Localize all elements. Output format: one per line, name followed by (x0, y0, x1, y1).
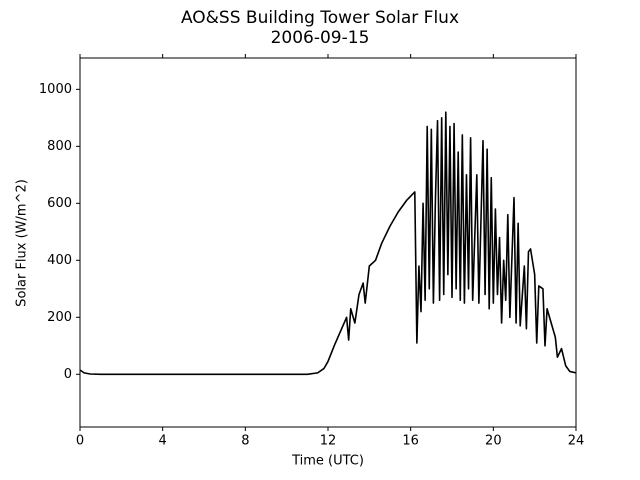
chart-title: AO&SS Building Tower Solar Flux (181, 8, 459, 28)
x-tick-label: 0 (76, 434, 84, 449)
y-tick-label: 1000 (39, 82, 72, 97)
x-tick-label: 16 (402, 434, 419, 449)
y-tick-label: 0 (64, 367, 72, 382)
y-tick-label: 800 (47, 139, 72, 154)
x-tick-label: 24 (568, 434, 585, 449)
y-tick-label: 400 (47, 253, 72, 268)
y-axis-label: Solar Flux (W/m^2) (15, 179, 30, 307)
x-tick-label: 20 (485, 434, 502, 449)
x-tick-label: 4 (159, 434, 167, 449)
plot-frame (79, 57, 577, 428)
x-tick-label: 8 (241, 434, 249, 449)
data-line (79, 111, 577, 376)
y-tick-label: 600 (47, 196, 72, 211)
y-tick-label: 200 (47, 310, 72, 325)
x-axis-label: Time (UTC) (291, 454, 364, 469)
chart-subtitle: 2006-09-15 (271, 28, 370, 48)
x-tick-label: 12 (320, 434, 337, 449)
